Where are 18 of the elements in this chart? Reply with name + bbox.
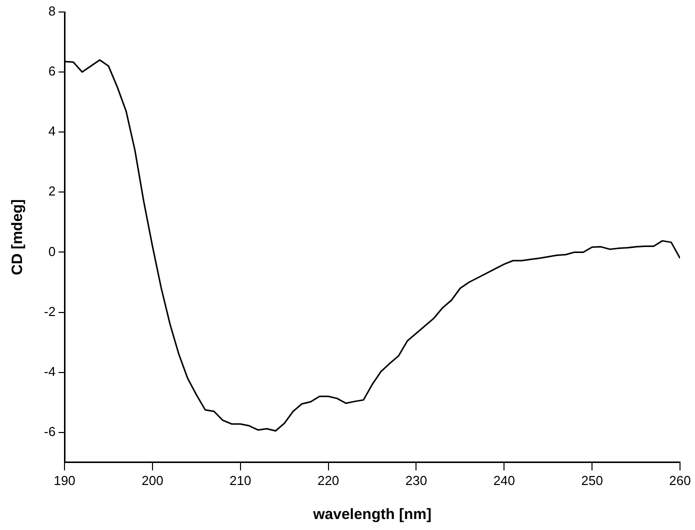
y-tick-label: 6 [48, 64, 56, 79]
x-tick-label: 250 [581, 472, 603, 488]
x-tick-label: 260 [669, 472, 691, 488]
x-axis-title: wavelength [nm] [312, 506, 432, 524]
y-tick-label: -2 [44, 304, 56, 319]
x-tick-label: 220 [317, 472, 340, 488]
x-tick-label: 200 [142, 472, 164, 488]
y-tick-label: 2 [48, 184, 56, 199]
x-tick-label: 210 [230, 472, 252, 488]
y-tick-label: -6 [44, 424, 56, 439]
y-tick-label: 8 [48, 4, 56, 19]
x-tick-label: 190 [54, 472, 76, 488]
y-tick-label: -4 [44, 364, 56, 379]
x-tick-label: 230 [405, 472, 428, 488]
y-tick-label: 0 [48, 244, 56, 259]
y-tick-label: 4 [48, 124, 56, 139]
x-tick-label: 240 [493, 472, 516, 488]
y-axis-title: CD [mdeg] [9, 199, 26, 276]
